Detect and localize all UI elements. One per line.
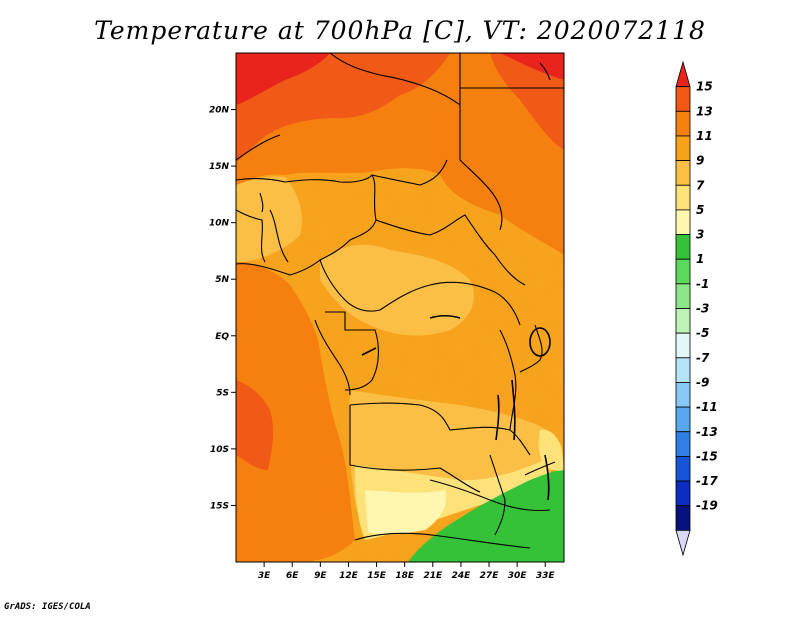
temperature-field (236, 53, 564, 562)
x-tick-label: 3E (258, 571, 271, 581)
colorbar-swatch (675, 455, 691, 482)
y-tick-label: 15N (209, 162, 230, 172)
map-frame (235, 52, 565, 563)
colorbar-swatch (675, 86, 691, 112)
country-borders (236, 53, 564, 549)
colorbar-label: 3 (696, 228, 704, 242)
lake-outlines (361, 314, 551, 501)
y-tick-label: 10S (210, 445, 229, 455)
field-11-13-west (236, 260, 355, 562)
colorbar-label: 15 (696, 80, 713, 94)
colorbar-swatch (675, 332, 691, 359)
x-tick-label: 9E (314, 571, 327, 581)
colorbar-swatch (675, 505, 691, 531)
colorbar-swatch (675, 308, 691, 334)
colorbar-label: -5 (696, 326, 709, 340)
y-tick-label: 5S (216, 388, 229, 398)
colorbar-label: -15 (696, 449, 718, 463)
field-15-peak-northwest (236, 53, 330, 105)
y-tick-label: 10N (209, 219, 230, 229)
field-15-peak-northeast (500, 53, 564, 80)
colorbar-swatch (675, 431, 691, 457)
field-13-15-west (236, 380, 274, 470)
x-tick-label: 33E (536, 571, 556, 581)
colorbar-label: -1 (696, 277, 709, 291)
colorbar-swatch (675, 406, 691, 433)
x-tick-label: 15E (367, 571, 387, 581)
y-tick-label: EQ (215, 332, 229, 342)
x-tick-label: 6E (286, 571, 299, 581)
x-axis: 3E 6E 9E 12E 15E 18E 21E 24E 27E 30E 33E (258, 562, 556, 581)
colorbar-label: 9 (696, 154, 704, 168)
x-tick-label: 12E (339, 571, 359, 581)
colorbar-swatch (675, 184, 691, 211)
colorbar-label: 5 (696, 203, 704, 217)
colorbar-swatch (675, 110, 691, 137)
colorbar-swatch (675, 234, 691, 260)
colorbar-lower-arrow (675, 529, 691, 557)
colorbar-swatch (675, 258, 691, 285)
field-3-5-south (365, 490, 447, 535)
colorbar-label: 1 (696, 252, 704, 266)
map-title: Temperature at 700hPa [C], VT: 202007211… (94, 16, 706, 45)
y-tick-label: 15S (210, 501, 229, 511)
x-tick-label: 30E (508, 571, 528, 581)
x-tick-label: 21E (423, 571, 443, 581)
field-13-15-northeast (490, 53, 564, 150)
colorbar-label: 11 (696, 129, 713, 143)
y-tick-label: 5N (215, 275, 229, 285)
colorbar-label: 13 (696, 104, 713, 118)
colorbar-legend: 15 13 11 9 7 5 3 1 -1 -3 -5 -7 -9 -11 -13 -15 -17 -19 (675, 60, 718, 557)
field-1-3-southeast (408, 468, 564, 562)
colorbar-swatch (675, 135, 691, 161)
colorbar-swatch (675, 209, 691, 235)
colorbar-swatch (675, 480, 691, 507)
x-tick-label: 27E (480, 571, 500, 581)
colorbar-swatch (675, 382, 691, 408)
field-13-15-north (236, 53, 450, 162)
colorbar-label: -7 (696, 351, 710, 365)
colorbar-swatch (675, 357, 691, 383)
colorbar-label: -17 (696, 474, 718, 488)
colorbar-label: -3 (696, 302, 709, 316)
y-tick-label: 20N (209, 106, 230, 116)
x-tick-label: 24E (452, 571, 472, 581)
colorbar-label: -13 (696, 425, 718, 439)
field-7-9-central (320, 244, 474, 336)
colorbar-swatch (675, 283, 691, 309)
colorbar-label: -9 (696, 375, 709, 389)
colorbar-label: -11 (696, 400, 718, 414)
colorbar-label: 7 (696, 178, 705, 192)
field-5-7-mozambique (538, 429, 564, 471)
credit-label: GrADS: IGES/COLA (4, 602, 91, 612)
colorbar-label: -19 (696, 499, 718, 513)
colorbar-swatch (675, 160, 691, 186)
colorbar-upper-arrow (675, 60, 691, 88)
x-tick-label: 18E (395, 571, 415, 581)
y-axis: 20N 15N 10N 5N EQ 5S 10S 15S (209, 106, 236, 511)
field-7-9-westafrica (236, 176, 302, 262)
